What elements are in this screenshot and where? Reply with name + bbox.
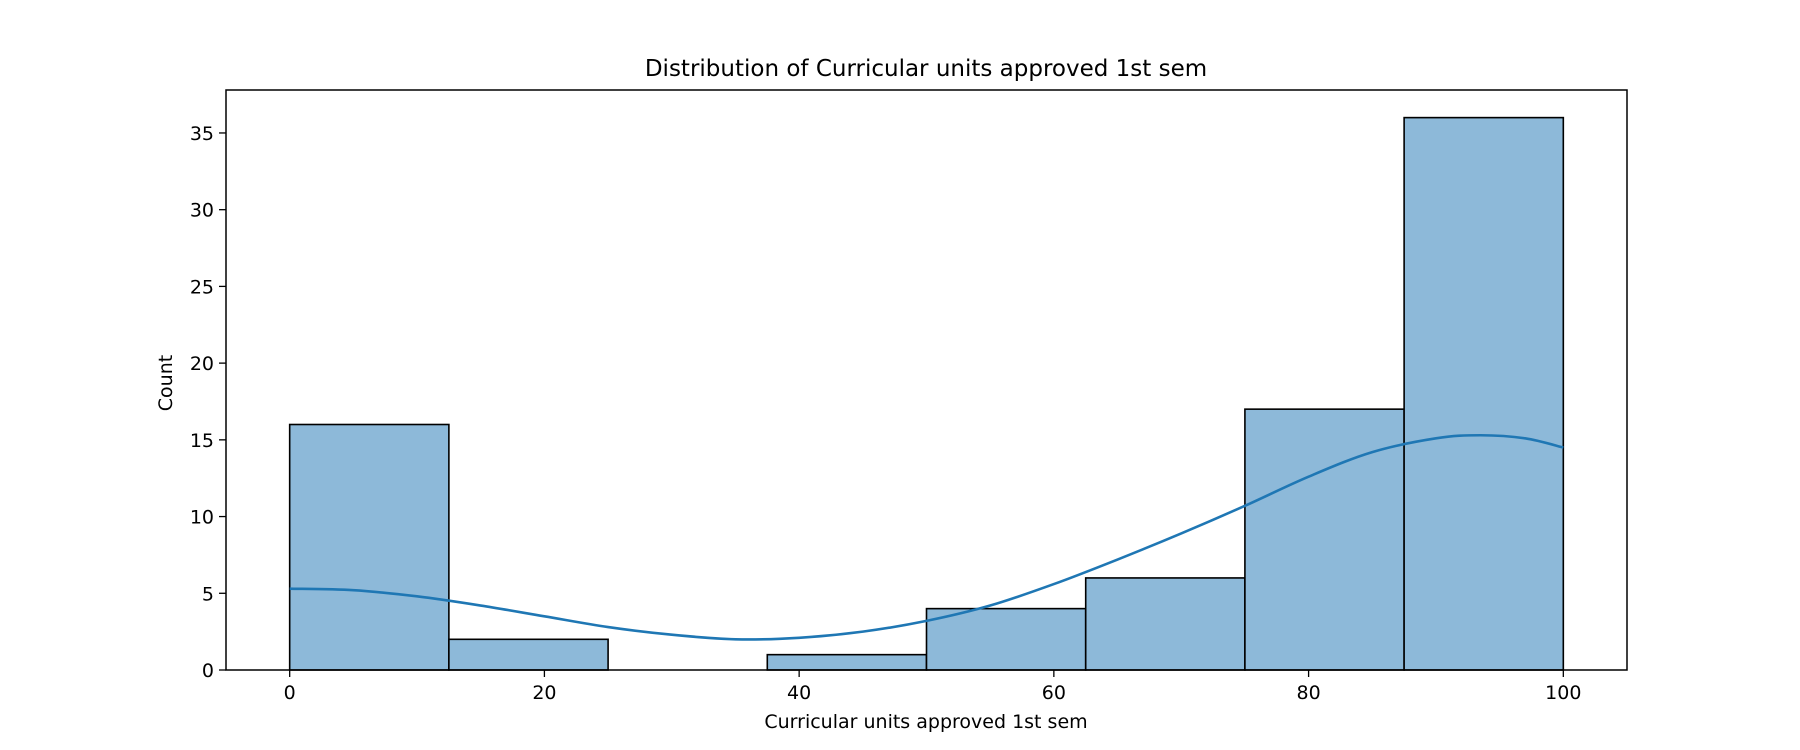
x-tick-label-2: 40	[787, 682, 811, 704]
x-tick-label-4: 80	[1296, 682, 1320, 704]
x-tick-label-0: 0	[284, 682, 296, 704]
histogram-bar-0	[288, 423, 450, 671]
x-tick-label-1: 20	[532, 682, 556, 704]
y-tick-label-1: 5	[202, 583, 214, 605]
x-tick-label-3: 60	[1042, 682, 1066, 704]
histogram-bar-7	[1403, 116, 1565, 671]
y-tick-label-6: 30	[190, 200, 214, 222]
y-tick-label-3: 15	[190, 430, 214, 452]
y-tick-label-0: 0	[202, 660, 214, 682]
histogram-bar-6	[1244, 408, 1405, 671]
y-tick-label-2: 10	[190, 507, 214, 529]
y-axis-label: Count	[155, 355, 177, 411]
y-tick-label-7: 35	[190, 123, 214, 145]
bars-group	[288, 116, 1565, 671]
x-axis-ticks: 0 20 40 60 80 100	[284, 670, 1581, 704]
x-axis-label: Curricular units approved 1st sem	[764, 711, 1087, 733]
histogram-bar-5	[1084, 577, 1246, 671]
plot-frame	[225, 89, 1628, 671]
chart-title: Distribution of Curricular units approve…	[645, 56, 1207, 82]
x-tick-label-5: 100	[1545, 682, 1581, 704]
kde-line	[289, 433, 1564, 641]
histogram-bar-1	[448, 638, 609, 671]
y-tick-label-4: 20	[190, 353, 214, 375]
histogram-bar-3	[766, 653, 928, 671]
y-tick-label-5: 25	[190, 276, 214, 298]
y-axis-ticks: 0 5 10 15 20 25 30 35	[190, 123, 226, 682]
histogram-bar-4	[925, 607, 1087, 671]
